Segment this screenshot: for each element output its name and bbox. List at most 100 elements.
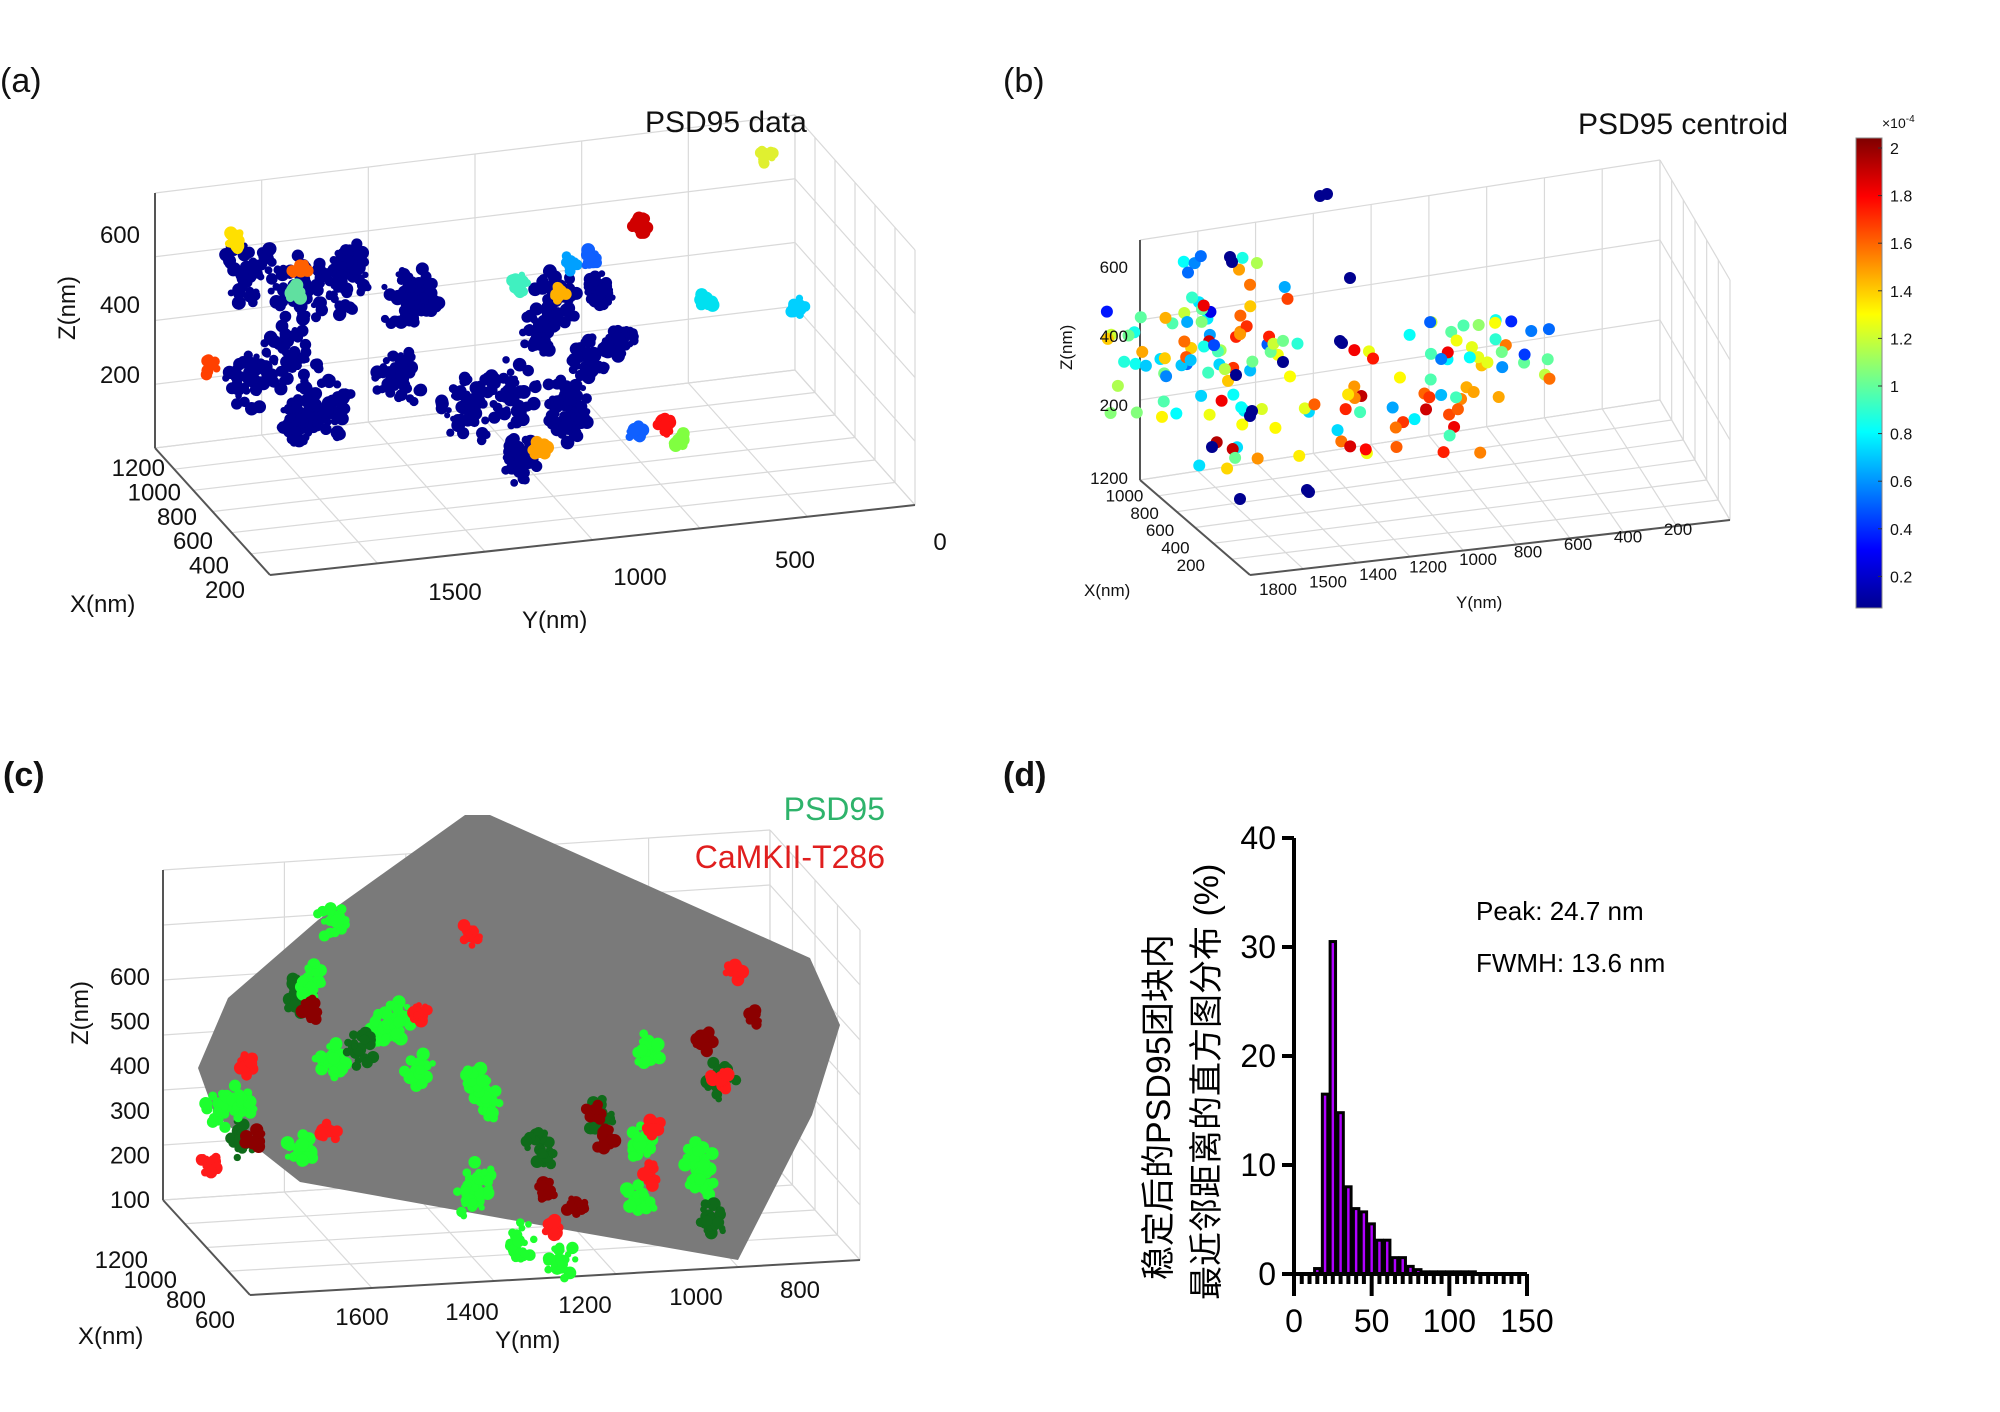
psd95-cluster-point	[279, 310, 292, 323]
psd95-cluster	[481, 1168, 489, 1176]
y-tick-label: 1500	[428, 579, 481, 606]
z-tick-label: 600	[110, 964, 150, 991]
psd95-cluster-point	[520, 475, 530, 485]
psd95-colored-cluster	[677, 434, 686, 443]
psd95-cluster-point	[551, 275, 560, 284]
psd95-cluster-point	[314, 273, 325, 285]
psd95-cluster-point	[258, 252, 268, 262]
panel-b-y-label: Y(nm)	[1456, 593, 1502, 612]
psd95-cluster	[460, 1185, 471, 1196]
psd95-cluster	[284, 1153, 291, 1160]
psd95-cluster-point	[326, 290, 333, 298]
psd95-cluster	[645, 1196, 656, 1207]
grid-line	[1659, 319, 1731, 441]
psd95-cluster	[462, 1065, 473, 1076]
psd95-cluster	[372, 1012, 382, 1022]
z-tick-label: 600	[100, 222, 140, 249]
centroid-point	[1240, 320, 1253, 333]
centroid-point	[1221, 462, 1234, 475]
x-tick-label: 800	[1130, 504, 1158, 523]
centroid-point	[1178, 335, 1191, 348]
centroid-point	[1474, 446, 1487, 459]
psd95-cluster-point	[494, 390, 507, 402]
psd95-cluster-point	[323, 417, 332, 426]
psd95-cluster	[476, 1200, 484, 1208]
centroid-point	[1403, 328, 1416, 341]
psd95-cluster-point	[520, 339, 530, 349]
psd95-cluster	[700, 1199, 711, 1209]
psd95-colored-cluster	[788, 303, 799, 313]
centroid-point	[1463, 351, 1476, 364]
camkii-cluster	[240, 1129, 253, 1143]
psd95-cluster-point	[333, 308, 346, 322]
psd95-cluster-point	[244, 374, 254, 384]
psd95-cluster-point	[446, 428, 455, 437]
psd95-cluster	[236, 1098, 244, 1106]
psd95-cluster-point	[231, 364, 242, 375]
psd95-cluster-point	[289, 350, 298, 360]
psd95-cluster-point	[387, 350, 399, 362]
grid-line	[1659, 239, 1731, 361]
psd95-cluster	[298, 974, 309, 986]
panel-c: (c) PSD95 CaMKII-T286 Z(nm) X(nm) Y(nm) …	[0, 720, 1000, 1412]
grid-line	[1312, 452, 1411, 558]
camkii-cluster	[605, 1135, 613, 1142]
psd95-cluster	[482, 1175, 493, 1186]
psd95-cluster-point	[353, 250, 363, 261]
psd95-cluster-point	[542, 264, 557, 279]
psd95-cluster-point	[478, 399, 488, 409]
centroid-point	[1236, 418, 1249, 431]
x-tick-label: 50	[1354, 1303, 1390, 1339]
psd95-cluster-point	[351, 238, 363, 250]
camkii-cluster	[722, 969, 730, 977]
centroid-point	[1233, 263, 1246, 276]
psd95-cluster	[620, 1182, 634, 1197]
psd95-cluster-point	[313, 296, 326, 309]
psd95-cluster-point	[262, 367, 273, 378]
annotation-peak: Peak: 24.7 nm	[1476, 896, 1644, 926]
psd95-cluster	[651, 1037, 665, 1052]
grid-line	[1659, 399, 1731, 521]
centroid-point	[1344, 440, 1357, 453]
panel-a-y-label: Y(nm)	[522, 607, 587, 634]
centroid-point	[1277, 356, 1289, 368]
psd95-cluster-point	[529, 333, 543, 347]
psd95-cluster-point	[301, 433, 310, 442]
z-tick-label: 200	[1100, 396, 1128, 415]
camkii-cluster	[727, 964, 735, 972]
centroid-point	[1251, 452, 1264, 465]
z-tick-label: 100	[110, 1187, 150, 1214]
psd95-cluster-point	[548, 304, 555, 311]
psd95-cluster-point	[339, 261, 348, 270]
y-tick-label: 1400	[1359, 565, 1397, 584]
annotation-fwhm: FWMH: 13.6 nm	[1476, 948, 1665, 978]
centroid-point	[1281, 292, 1294, 305]
grid-line	[794, 305, 916, 442]
grid-line	[769, 884, 861, 986]
psd95-cluster	[295, 1137, 309, 1152]
psd95-cluster	[212, 1106, 223, 1117]
centroid-point	[1495, 345, 1508, 358]
camkii-cluster	[422, 1004, 433, 1016]
camkii-cluster	[300, 998, 310, 1008]
grid-line	[794, 178, 916, 315]
psd95-cluster-point	[505, 434, 519, 448]
camkii-cluster	[644, 1159, 654, 1169]
psd95-cluster	[471, 1183, 479, 1192]
psd95-colored-cluster	[287, 281, 300, 294]
psd95-cluster	[468, 1155, 482, 1169]
psd95-cluster	[548, 1148, 558, 1159]
grid-line	[581, 395, 701, 529]
psd95-cluster	[297, 1129, 309, 1141]
psd95-cluster-point	[615, 343, 626, 354]
psd95-cluster	[310, 968, 320, 978]
panel-c-label: (c)	[3, 756, 45, 794]
x-tick-label: 400	[189, 553, 229, 580]
y-tick-label: 10	[1240, 1147, 1276, 1183]
camkii-cluster	[645, 1179, 659, 1192]
camkii-cluster	[211, 1152, 221, 1163]
centroid-point	[1393, 371, 1406, 384]
histogram-ylabel-line2: 最近邻距离的直方图分布 (%)	[1188, 864, 1226, 1300]
histogram-axes: 0 10 20 30 40 0 50 100 150	[1240, 820, 1553, 1339]
centroid-point	[1354, 406, 1367, 419]
